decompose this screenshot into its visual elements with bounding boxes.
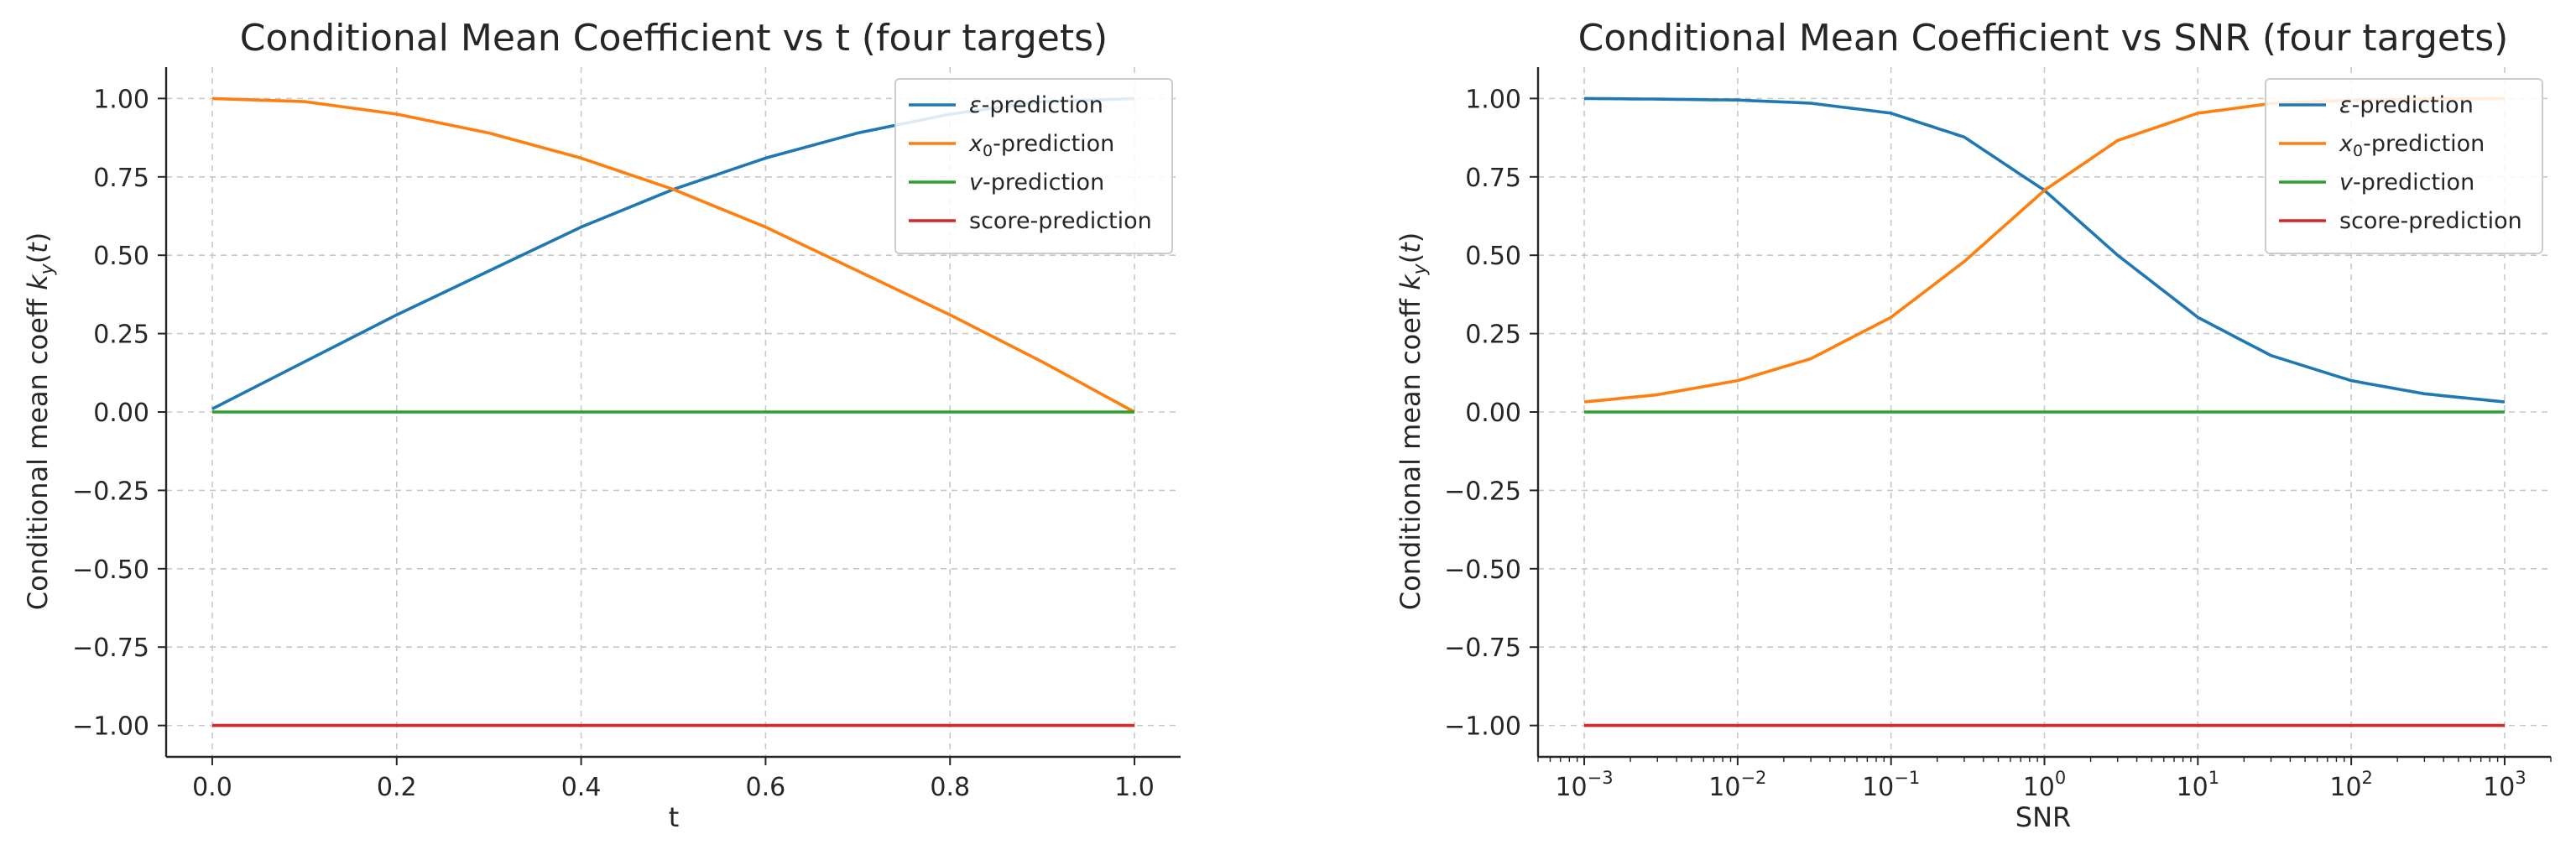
y-tick-label: 1.00 [93, 85, 149, 114]
chart-title: Conditional Mean Coefficient vs SNR (fou… [1578, 17, 2509, 60]
legend-label: v-prediction [2339, 169, 2474, 196]
y-tick-label: 0.25 [1465, 321, 1521, 350]
y-axis-label: Conditional mean coeff ky(t) [1395, 232, 1431, 610]
chart-panel-t: Conditional Mean Coefficient vs t (four … [22, 17, 1181, 833]
y-tick-label: −1.00 [1444, 712, 1521, 742]
y-axis-label-prefix: Conditional mean coeff [22, 290, 54, 610]
x-tick-label: 10−2 [1708, 768, 1766, 802]
y-tick-label: 0.00 [93, 399, 149, 428]
x-tick-label: 1.0 [1114, 773, 1155, 802]
x-tick-label: 100 [2023, 768, 2067, 802]
y-tick-label: −0.25 [72, 477, 149, 506]
y-tick-label: 0.50 [1465, 242, 1521, 271]
y-tick-label: 0.75 [93, 164, 149, 193]
y-tick-label: 0.25 [93, 321, 149, 350]
y-tick-label: 0.75 [1465, 164, 1521, 193]
legend-label: ε-prediction [969, 92, 1103, 118]
chart-panel-snr: Conditional Mean Coefficient vs SNR (fou… [1395, 17, 2552, 833]
y-tick-label: −0.25 [1444, 477, 1521, 506]
x-tick-label: 0.8 [930, 773, 970, 802]
y-axis-label-sub: y [37, 263, 58, 275]
x-axis-label: SNR [2015, 801, 2071, 833]
legend-box [2265, 78, 2543, 254]
y-axis-label-sub: y [1410, 263, 1431, 275]
legend-label: x0-prediction [968, 131, 1114, 160]
y-tick-label: −1.00 [72, 712, 149, 742]
legend-label: x0-prediction [2339, 131, 2485, 160]
x-tick-label: 0.0 [192, 773, 232, 802]
x-tick-label: 10−3 [1555, 768, 1613, 802]
x-tick-label: 103 [2483, 768, 2526, 802]
legend-label: score-prediction [969, 208, 1152, 234]
y-tick-label: −0.75 [72, 634, 149, 663]
series-line [211, 96, 1135, 414]
y-axis-label-k: k [1395, 274, 1426, 290]
x-tick-label: 101 [2177, 768, 2220, 802]
x-tick-label: 10−1 [1862, 768, 1920, 802]
legend-label: ε-prediction [2339, 92, 2474, 118]
x-axis-label: t [669, 801, 680, 833]
legend-box [894, 78, 1173, 254]
y-tick-label: −0.75 [1444, 634, 1521, 663]
y-tick-label: −0.50 [1444, 555, 1521, 585]
x-tick-label: 0.4 [561, 773, 602, 802]
legend-label: score-prediction [2339, 208, 2522, 234]
x-tick-label: 102 [2329, 768, 2373, 802]
chart-title: Conditional Mean Coefficient vs t (four … [240, 17, 1108, 60]
y-tick-label: 1.00 [1465, 85, 1521, 114]
y-axis-label-prefix: Conditional mean coeff [1395, 290, 1426, 610]
y-tick-label: −0.50 [72, 555, 149, 585]
y-axis-label: Conditional mean coeff ky(t) [22, 232, 58, 610]
x-tick-label: 0.6 [746, 773, 786, 802]
y-tick-label: 0.50 [93, 242, 149, 271]
y-tick-label: 0.00 [1465, 399, 1521, 428]
y-axis-label-k: k [22, 274, 54, 290]
legend-label: v-prediction [969, 169, 1104, 196]
x-tick-label: 0.2 [377, 773, 417, 802]
